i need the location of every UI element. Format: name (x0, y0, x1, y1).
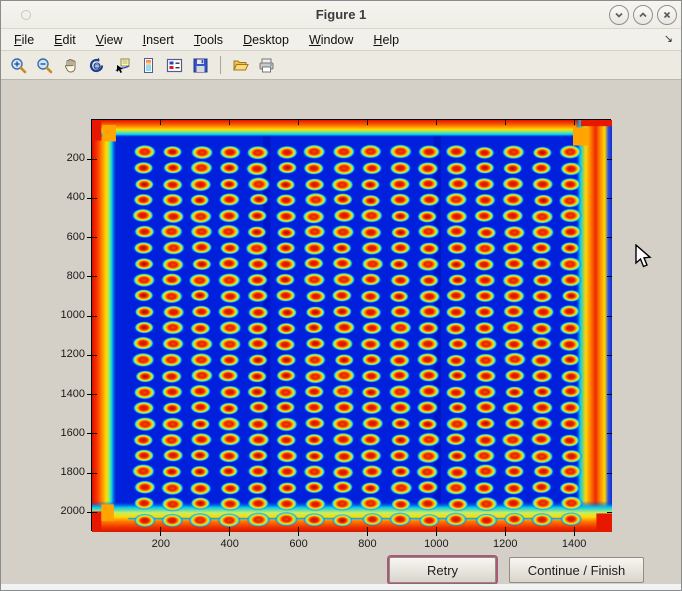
heatmap-image[interactable] (92, 120, 612, 532)
axis-tick-mark (436, 120, 437, 125)
menu-item-help[interactable]: Help (373, 33, 399, 47)
axis-tick-mark (229, 120, 230, 125)
axis-tick-mark (367, 532, 368, 536)
x-axis-tick-label: 600 (275, 538, 323, 550)
axis-tick-mark (87, 473, 91, 474)
axis-tick-mark (574, 120, 575, 125)
axis-tick-mark (505, 120, 506, 125)
figure-toolbar (1, 51, 681, 80)
window-controls (609, 5, 677, 25)
data-cursor-icon[interactable] (113, 56, 132, 75)
y-axis-tick-label: 600 (39, 231, 85, 243)
chevron-down-icon (613, 9, 625, 21)
axis-tick-mark (607, 433, 612, 434)
axis-tick-mark (607, 473, 612, 474)
print-figure-icon[interactable] (257, 56, 276, 75)
axis-tick-mark (87, 316, 91, 317)
axis-tick-mark (607, 198, 612, 199)
axis-tick-mark (92, 394, 97, 395)
axis-tick-mark (607, 316, 612, 317)
axis-tick-mark (92, 276, 97, 277)
insert-colorbar-icon[interactable] (139, 56, 158, 75)
axis-tick-mark (92, 355, 97, 356)
open-file-icon[interactable] (231, 56, 250, 75)
y-axis-tick-label: 200 (39, 152, 85, 164)
title-bar[interactable]: Figure 1 (1, 1, 681, 29)
menu-item-file[interactable]: File (14, 33, 34, 47)
axis-tick-mark (607, 355, 612, 356)
x-axis-tick-label: 1400 (550, 538, 598, 550)
axis-tick-mark (160, 532, 161, 536)
menu-overflow-arrow-icon[interactable]: ↘ (664, 32, 673, 45)
x-axis-tick-label: 1000 (412, 538, 460, 550)
axis-tick-mark (92, 512, 97, 513)
y-axis-tick-label: 2000 (39, 505, 85, 517)
window-title: Figure 1 (1, 7, 681, 22)
maximize-button[interactable] (633, 5, 653, 25)
axis-tick-mark (607, 237, 612, 238)
x-axis-tick-label: 1200 (481, 538, 529, 550)
axis-tick-mark (607, 512, 612, 513)
axis-tick-mark (607, 276, 612, 277)
axis-tick-mark (505, 532, 506, 536)
x-axis-tick-label: 800 (343, 538, 391, 550)
menu-item-tools[interactable]: Tools (194, 33, 223, 47)
axis-tick-mark (87, 198, 91, 199)
menu-item-view[interactable]: View (96, 33, 123, 47)
axis-tick-mark (574, 532, 575, 536)
y-axis-tick-label: 1000 (39, 309, 85, 321)
toolbar-separator (220, 56, 221, 74)
window-bottom-strip (1, 584, 681, 591)
minimize-button[interactable] (609, 5, 629, 25)
axis-tick-mark (298, 532, 299, 536)
y-axis-tick-label: 1200 (39, 348, 85, 360)
figure-window: Figure 1 File Edit View Insert Tools Desktop W… (0, 0, 682, 591)
retry-button[interactable]: Retry (389, 557, 496, 583)
zoom-out-icon[interactable] (35, 56, 54, 75)
axis-tick-mark (607, 159, 612, 160)
axis-tick-mark (298, 120, 299, 125)
menu-item-window[interactable]: Window (309, 33, 353, 47)
x-axis-tick-label: 400 (206, 538, 254, 550)
axis-tick-mark (92, 237, 97, 238)
axis-tick-mark (92, 473, 97, 474)
x-axis-tick-label: 200 (137, 538, 185, 550)
save-figure-icon[interactable] (191, 56, 210, 75)
axis-tick-mark (367, 120, 368, 125)
axis-tick-mark (87, 512, 91, 513)
axis-tick-mark (87, 276, 91, 277)
axis-tick-mark (87, 394, 91, 395)
zoom-in-icon[interactable] (9, 56, 28, 75)
axis-tick-mark (87, 355, 91, 356)
axis-tick-mark (87, 159, 91, 160)
y-axis-tick-label: 1800 (39, 466, 85, 478)
chevron-up-icon (637, 9, 649, 21)
y-axis-tick-label: 400 (39, 191, 85, 203)
axis-tick-mark (92, 433, 97, 434)
pan-hand-icon[interactable] (61, 56, 80, 75)
axis-tick-mark (92, 159, 97, 160)
menu-item-insert[interactable]: Insert (143, 33, 174, 47)
axes-plot[interactable]: 2004006008001000120014002004006008001000… (91, 119, 611, 531)
continue-finish-button[interactable]: Continue / Finish (509, 557, 644, 583)
menu-bar: File Edit View Insert Tools Desktop Window Help (1, 29, 681, 51)
menu-item-edit[interactable]: Edit (54, 33, 76, 47)
axis-tick-mark (87, 237, 91, 238)
axis-tick-mark (436, 532, 437, 536)
rotate-3d-icon[interactable] (87, 56, 106, 75)
axis-tick-mark (87, 433, 91, 434)
axis-tick-mark (229, 532, 230, 536)
axis-tick-mark (92, 316, 97, 317)
close-icon (661, 9, 673, 21)
y-axis-tick-label: 800 (39, 270, 85, 282)
axis-tick-mark (160, 120, 161, 125)
close-button[interactable] (657, 5, 677, 25)
menu-item-desktop[interactable]: Desktop (243, 33, 289, 47)
insert-legend-icon[interactable] (165, 56, 184, 75)
y-axis-tick-label: 1600 (39, 427, 85, 439)
y-axis-tick-label: 1400 (39, 388, 85, 400)
axis-tick-mark (607, 394, 612, 395)
axis-tick-mark (92, 198, 97, 199)
